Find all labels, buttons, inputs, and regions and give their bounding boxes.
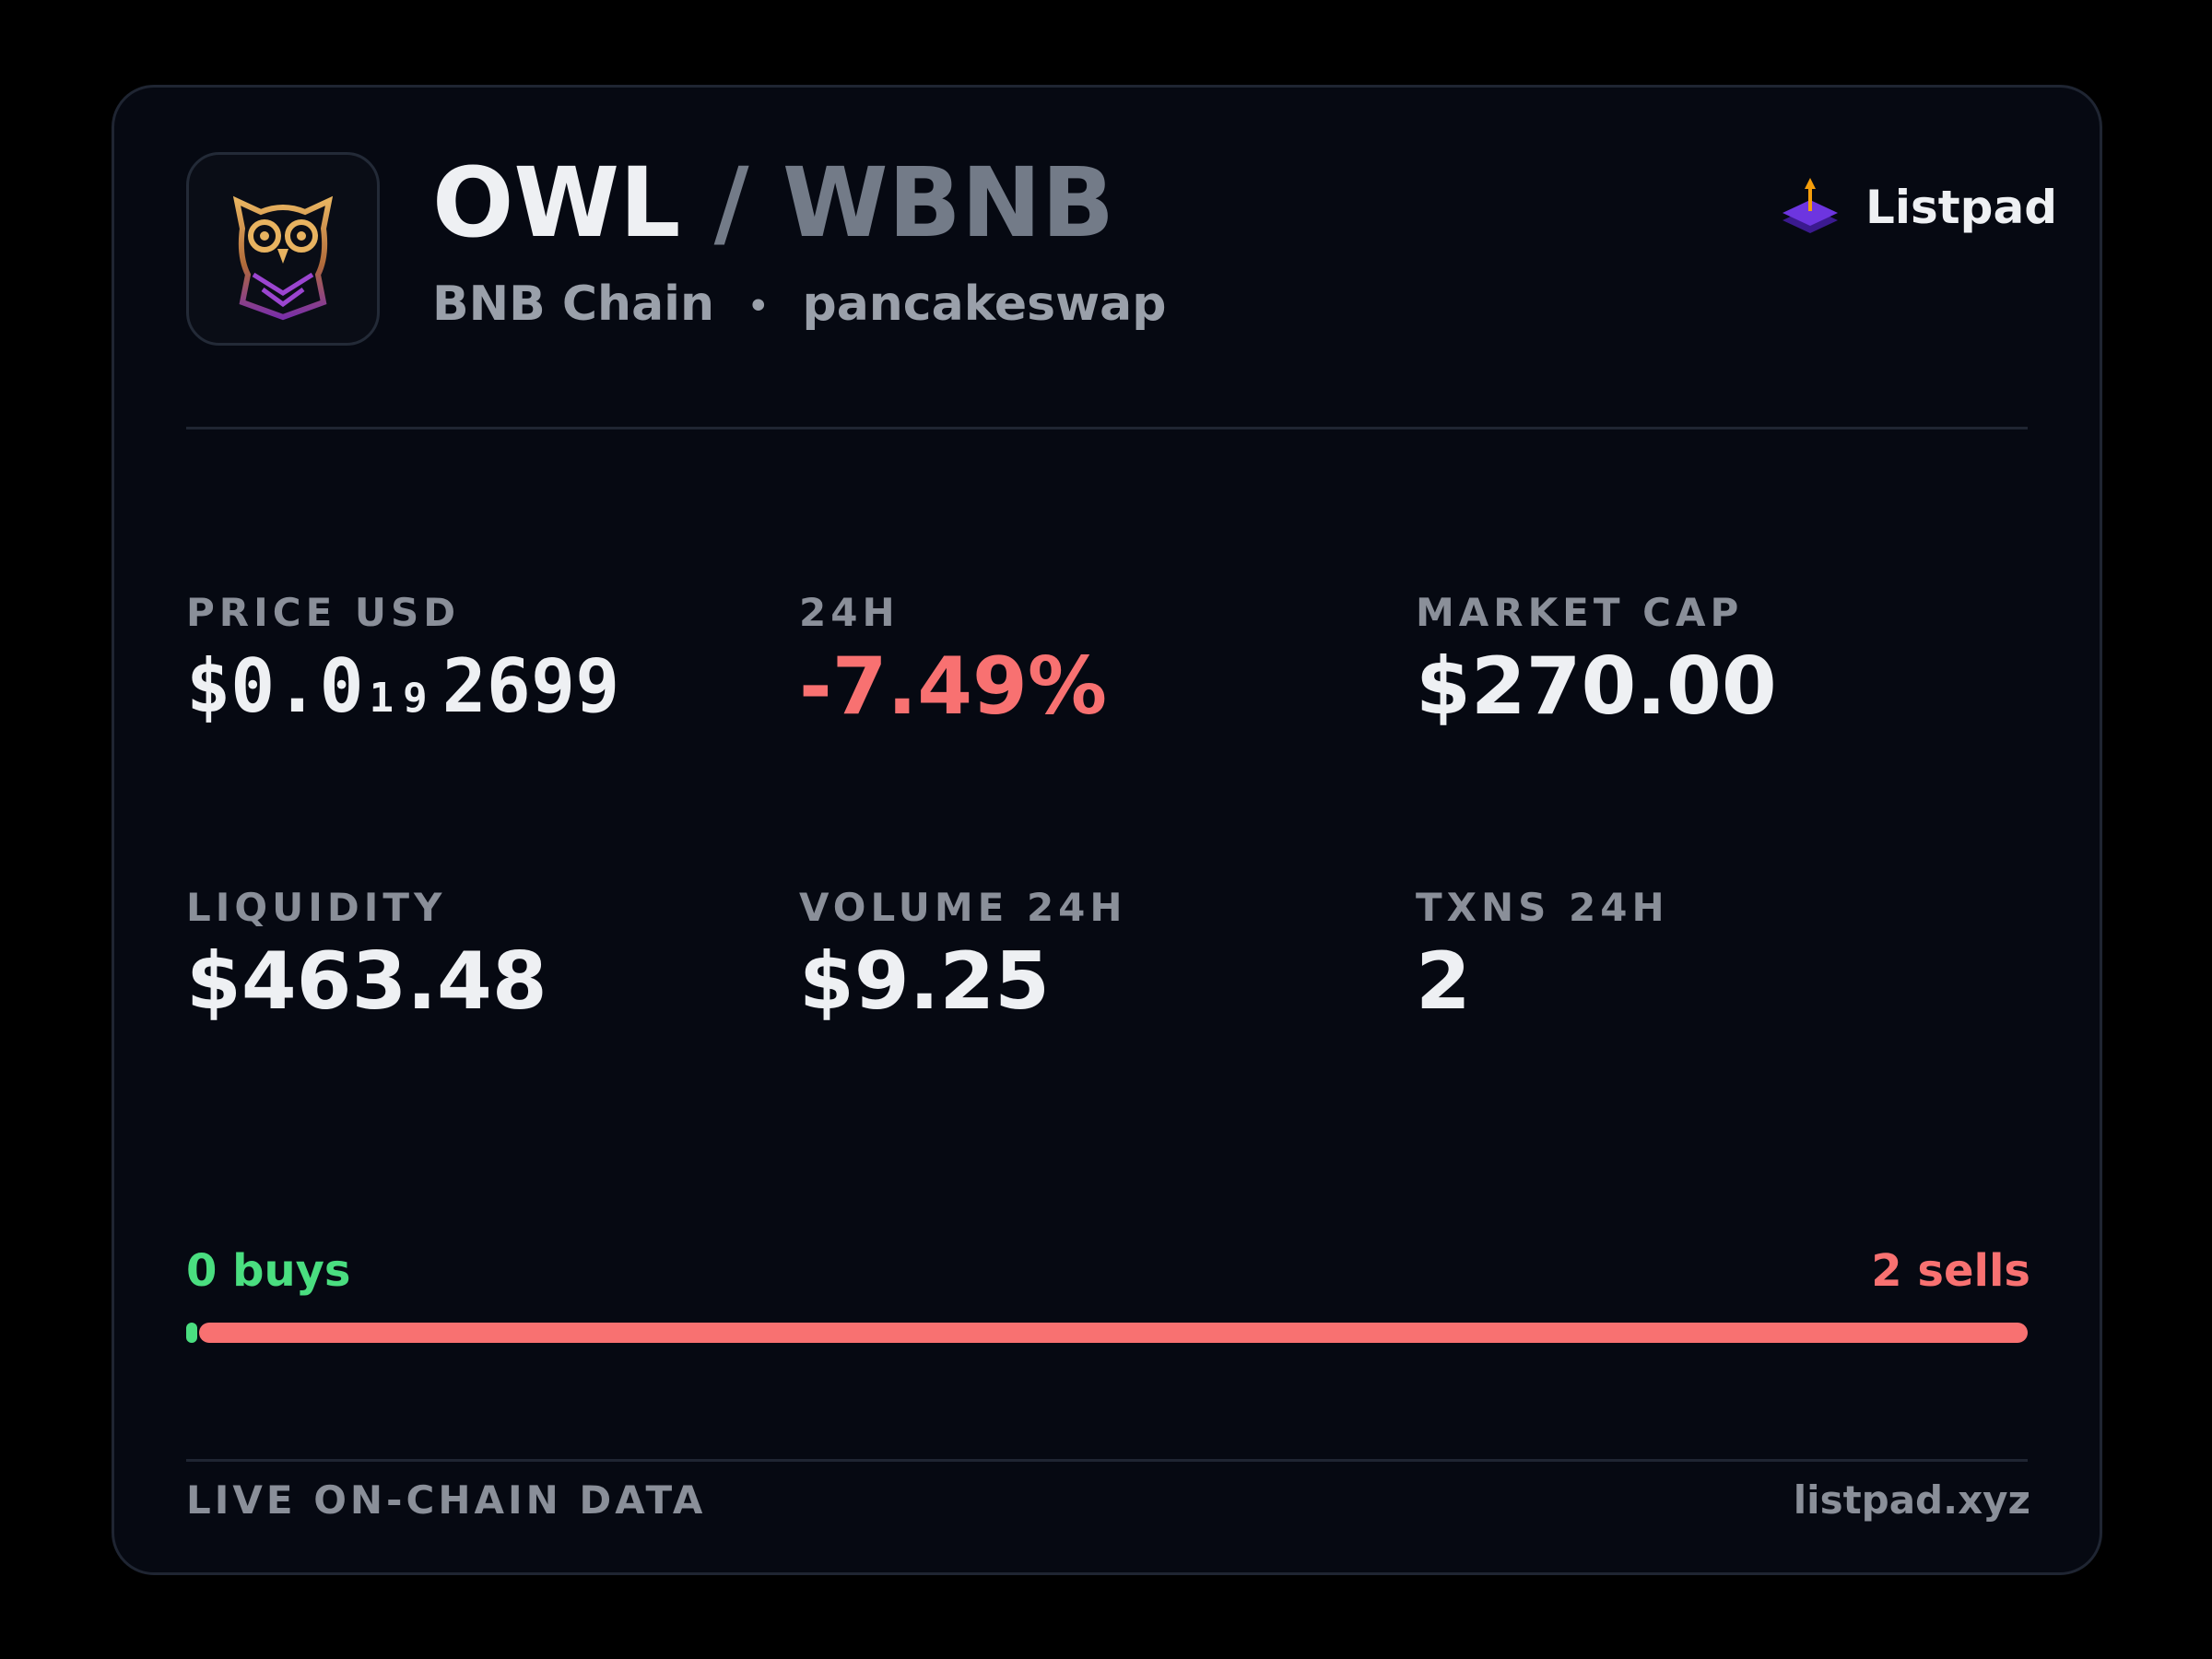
- token-logo: [186, 152, 380, 346]
- buys-label: 0 buys: [186, 1245, 351, 1297]
- stat-value: $270.00: [1416, 641, 1777, 733]
- price-zero-count: 19: [369, 675, 437, 722]
- pair-title: OWL / WBNB: [432, 143, 1114, 263]
- price-digits: 2699: [441, 643, 620, 729]
- stat-value: $9.25: [799, 935, 1051, 1028]
- chain: BNB Chain: [432, 276, 715, 332]
- sells-bar: [199, 1323, 2028, 1343]
- price-prefix: $0.0: [186, 643, 364, 729]
- stat-label: TXNS 24H: [1416, 885, 1669, 930]
- stat-value: $0.0 192699: [186, 641, 619, 745]
- footer-site: listpad.xyz: [1793, 1477, 2030, 1523]
- divider: [186, 427, 2028, 429]
- divider: [186, 1459, 2028, 1462]
- owl-icon: [232, 195, 334, 321]
- separator: /: [713, 147, 749, 259]
- quote-symbol: WBNB: [782, 147, 1115, 259]
- stat-label: MARKET CAP: [1416, 590, 1744, 635]
- stat-label: VOLUME 24H: [799, 885, 1127, 930]
- stat-value: -7.49%: [799, 641, 1108, 733]
- dex: pancakeswap: [802, 276, 1167, 332]
- pair-card: OWL / WBNB BNB Chain • pancakeswap Listp…: [112, 85, 2102, 1575]
- stat-label: LIQUIDITY: [186, 885, 447, 930]
- stat-value: $463.48: [186, 935, 547, 1028]
- pair-subtitle: BNB Chain • pancakeswap: [432, 272, 1166, 339]
- brand: Listpad: [1777, 171, 2057, 244]
- sells-label: 2 sells: [1871, 1245, 2030, 1297]
- buys-bar: [186, 1323, 197, 1343]
- stat-label: PRICE USD: [186, 590, 461, 635]
- brand-name: Listpad: [1865, 181, 2057, 234]
- stat-label: 24H: [799, 590, 900, 635]
- brand-icon: [1783, 178, 1838, 233]
- footer-note: LIVE ON-CHAIN DATA: [186, 1477, 707, 1523]
- base-symbol: OWL: [432, 147, 681, 259]
- dot: •: [747, 288, 770, 325]
- trade-bar: [186, 1323, 2028, 1343]
- stat-value: 2: [1416, 935, 1471, 1028]
